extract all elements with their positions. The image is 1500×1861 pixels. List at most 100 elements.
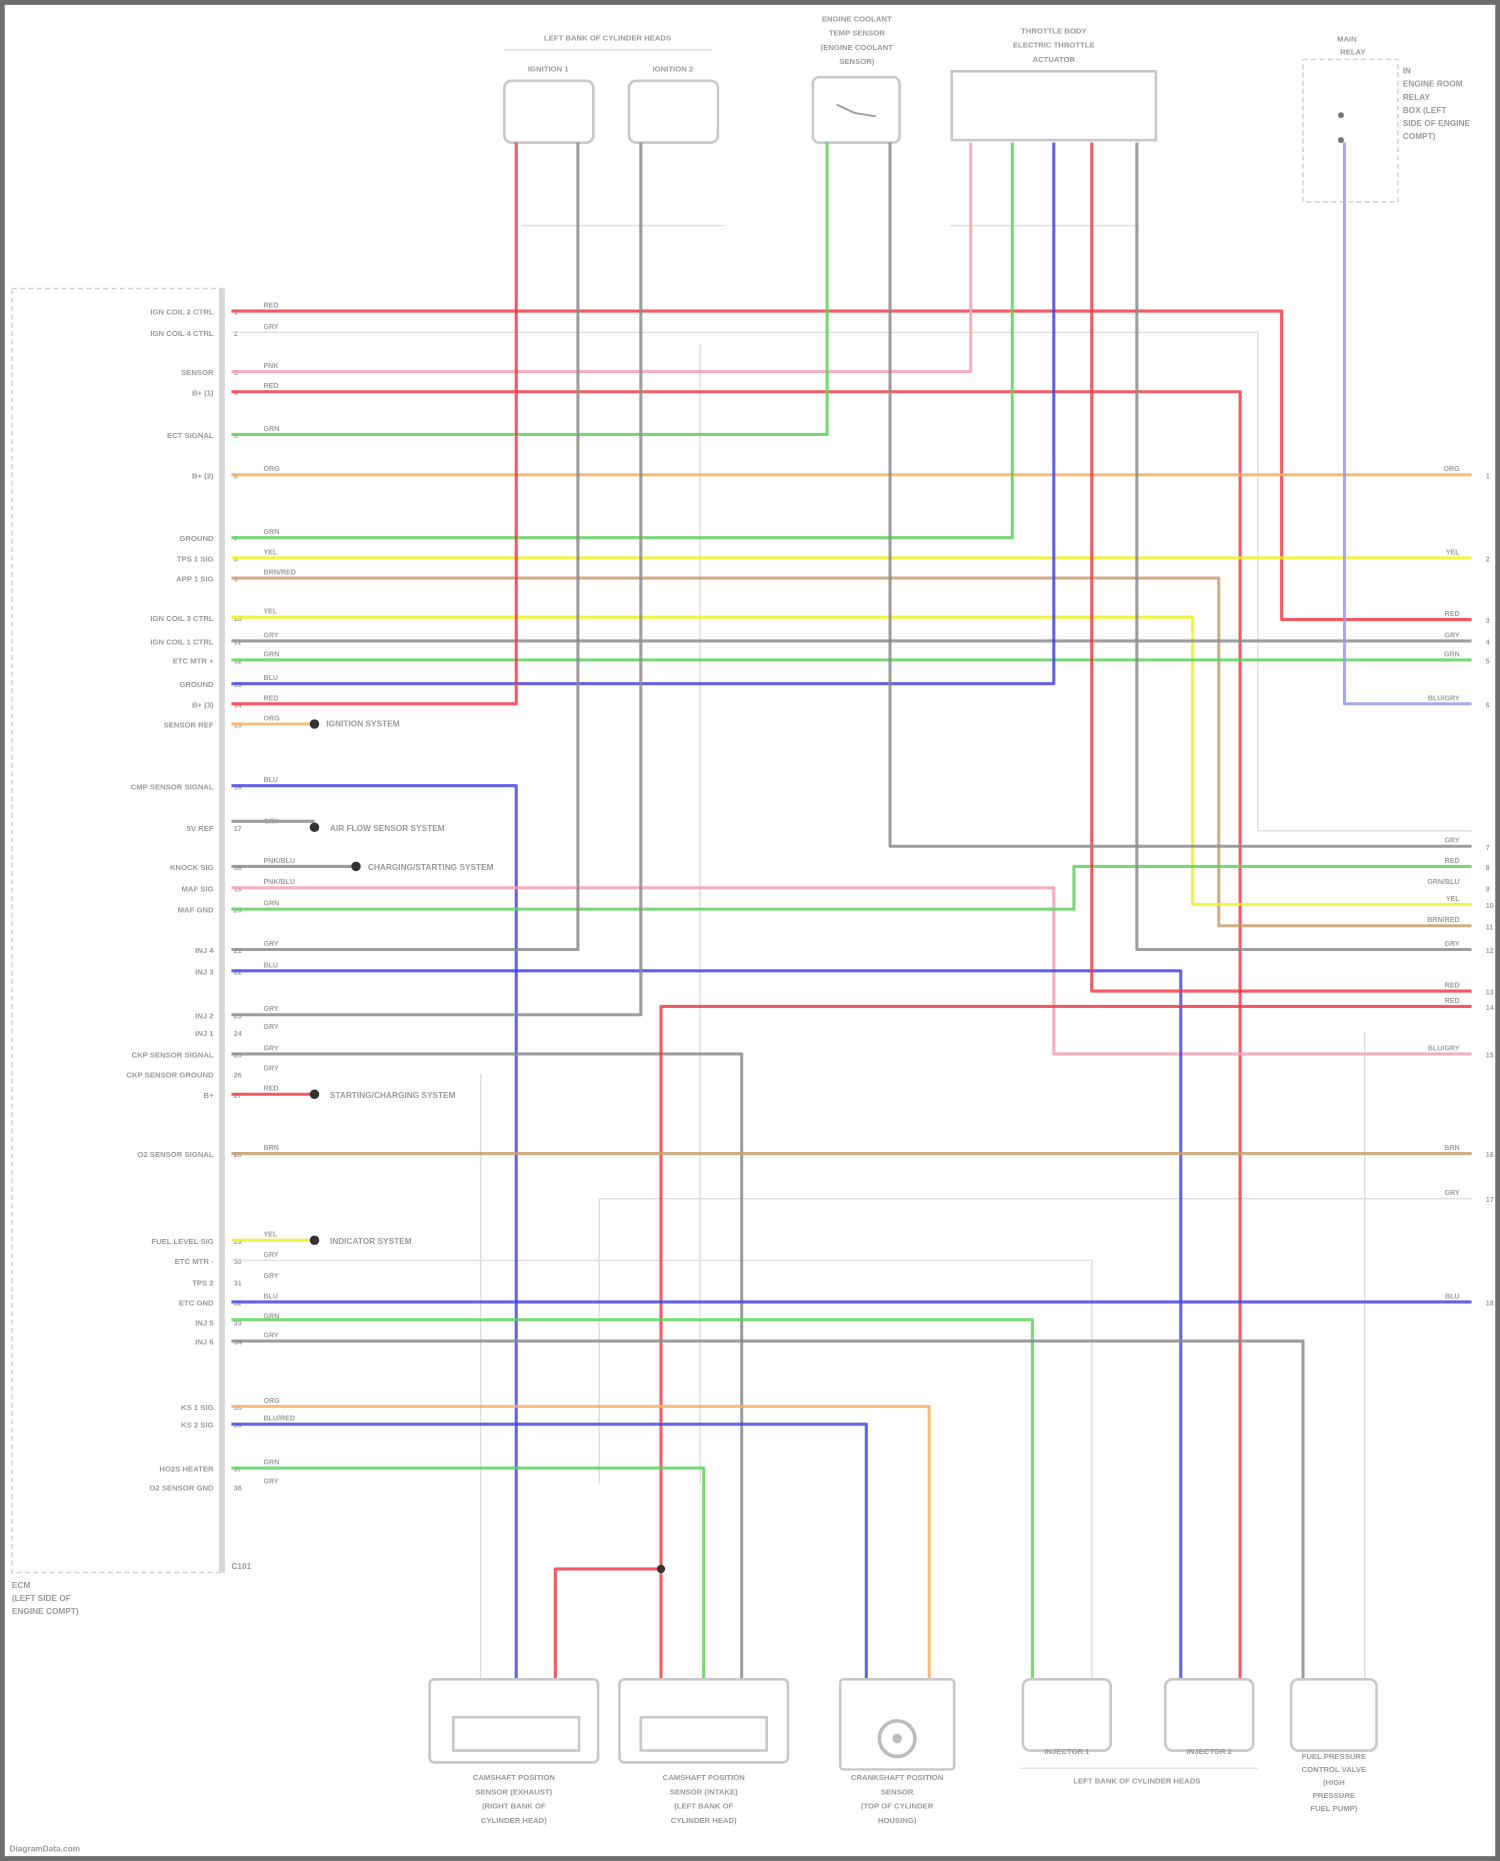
- wire-gray-ect: [888, 142, 1472, 848]
- wire-color-code: GRY: [263, 631, 278, 639]
- ecm-pin-label: HO2S HEATER: [159, 1465, 214, 1474]
- wire-pink-sensor: [231, 142, 973, 374]
- ecm-pin-label: GROUND: [179, 534, 214, 543]
- ecm-pin-label: INJ 5: [195, 1319, 214, 1328]
- wire-green-mafgnd: [231, 864, 1472, 911]
- relay-note: COMPT): [1403, 131, 1436, 141]
- fuel-valve-label: CONTROL VALVE: [1302, 1765, 1367, 1774]
- injector-1-label: INJECTOR 1: [1044, 1747, 1090, 1756]
- ecm-pin-label: SENSOR: [181, 368, 214, 377]
- ecm-pin-number: 28: [234, 1151, 242, 1159]
- right-wire-color-code: RED: [1445, 610, 1460, 618]
- wire-color-code: RED: [263, 1085, 278, 1093]
- ecm-outline: [11, 287, 223, 1574]
- right-connector-pin: 12: [1486, 947, 1494, 955]
- wire-color-code: GRY: [263, 1005, 278, 1013]
- injector-1: [1021, 1678, 1113, 1752]
- right-connector-pin: 1: [1486, 472, 1490, 480]
- wire-color-code: YEL: [263, 1231, 277, 1239]
- wire-color-code: BRN/RED: [263, 568, 295, 576]
- right-wire-color-code: RED: [1445, 981, 1460, 989]
- wire-color-code: GRN: [263, 1313, 279, 1321]
- cmp-sensor-exhaust-label: CYLINDER HEAD): [481, 1816, 547, 1825]
- ignition-group-title: LEFT BANK OF CYLINDER HEADS: [544, 33, 671, 42]
- ecm-pin-label: B+: [204, 1091, 215, 1100]
- wire-color-code: YEL: [263, 608, 277, 616]
- ecm-pin-label: ECT SIGNAL: [167, 431, 214, 440]
- ecm-pin-number: 25: [234, 1051, 242, 1059]
- ecm-pin-label: TPS 2: [192, 1278, 213, 1287]
- wire-blue-relay: [1342, 142, 1472, 706]
- ecm-pin-label: O2 SENSOR SIGNAL: [137, 1150, 213, 1159]
- ecm-pin-label: B+ (1): [192, 388, 214, 397]
- wire-orange-ks1: [231, 1404, 931, 1680]
- ecm-pin-number: 31: [234, 1279, 242, 1287]
- right-wire-color-code: GRN/BLU: [1427, 878, 1459, 886]
- ecm-pin-label: B+ (2): [192, 471, 214, 480]
- wire-color-code: GRY: [263, 323, 278, 331]
- wire-color-code: RED: [263, 382, 278, 390]
- ect-label-1: ENGINE COOLANT: [822, 14, 892, 23]
- ckp-sensor-label: HOUSING): [878, 1816, 917, 1825]
- wire-color-code: GRN: [263, 900, 279, 908]
- splice-note: AIR FLOW SENSOR SYSTEM: [330, 823, 445, 833]
- right-wire-color-code: GRY: [1444, 837, 1459, 845]
- ignition-coil-1: [503, 79, 595, 144]
- wire-green-ho2s: [231, 1466, 706, 1680]
- wire-gray-inj4: [231, 142, 580, 952]
- wire-color-code: PNK/BLU: [263, 857, 295, 865]
- wire-color-code: BLU: [263, 961, 278, 969]
- ecm-pin-label: INJ 6: [195, 1338, 213, 1347]
- ecm-pin-number: 22: [234, 968, 242, 976]
- right-connector-pin: 7: [1486, 844, 1490, 852]
- ecm-pin-label: MAF SIG: [181, 884, 213, 893]
- throttle-body: THROTTLE BODY ELECTRIC THROTTLE ACTUATOR: [950, 26, 1158, 142]
- ecm-pin-number: 17: [234, 825, 242, 833]
- ecm-pin-label: INJ 2: [195, 1011, 213, 1020]
- wire-color-code: GRN: [263, 1459, 279, 1467]
- right-wire-color-code: GRN: [1444, 650, 1460, 658]
- right-connector-pin: 2: [1486, 555, 1490, 563]
- ecm-pin-label: O2 SENSOR GND: [149, 1484, 214, 1493]
- ecm-pin-number: 29: [234, 1238, 242, 1246]
- ecm-pin-label: INJ 3: [195, 967, 213, 976]
- wire-color-code: GRN: [263, 528, 279, 536]
- wire-gray-ckp: [231, 1052, 744, 1680]
- right-connector-pin: 14: [1486, 1004, 1494, 1012]
- ecm-pin-label: APP 1 SIG: [176, 575, 214, 584]
- ecm-connector-label: C101: [231, 1561, 251, 1571]
- relay-note: BOX (LEFT: [1403, 105, 1447, 115]
- main-relay: MAIN RELAY IN ENGINE ROOM RELAY BOX (LEFT SI…: [1302, 35, 1471, 203]
- fuel-valve-label: PRESSURE: [1313, 1791, 1355, 1800]
- wire-color-code: RED: [263, 694, 278, 702]
- ckp-sensor-label: (TOP OF CYLINDER: [861, 1802, 934, 1811]
- ecm-pin-label: MAF GND: [178, 906, 214, 915]
- ecm-pin-number: 7: [234, 535, 238, 543]
- faint-wires: [231, 224, 1472, 1680]
- ecm-pin-label: IGN COIL 1 CTRL: [150, 638, 213, 647]
- wire-color-code: GRY: [263, 1478, 278, 1486]
- wire-blue-gnd: [231, 142, 1056, 686]
- ecm-pin-label: SENSOR REF: [164, 721, 214, 730]
- wire-tan-app1: [231, 576, 1472, 928]
- wire-red-cmp-power: [553, 1567, 661, 1680]
- wire-color-code: GRY: [263, 818, 278, 826]
- ecm-pin-label: CMP SENSOR SIGNAL: [131, 782, 214, 791]
- ecm-pin-label: INJ 1: [195, 1029, 214, 1038]
- ecm-pin-label: CKP SENSOR SIGNAL: [132, 1050, 214, 1059]
- wire-yellow-ign3: [231, 615, 1472, 906]
- ecm-pin-number: 3: [234, 369, 238, 377]
- cmp-sensor-intake-label: CAMSHAFT POSITION: [663, 1773, 746, 1782]
- relay-note: SIDE OF ENGINE: [1403, 118, 1471, 128]
- right-wire-color-code: BRN/RED: [1427, 916, 1459, 924]
- ckp-sensor: CRANKSHAFT POSITION SENSOR (TOP OF CYLINDE…: [838, 1678, 956, 1825]
- ecm-pin-number: 23: [234, 1012, 242, 1020]
- ect-label-3: (ENGINE COOLANT: [821, 43, 894, 52]
- ect-label-4: SENSOR): [839, 57, 875, 66]
- injector-2: [1164, 1678, 1255, 1752]
- wire-red-ckp-power: [659, 1004, 1472, 1680]
- wire-color-code: GRY: [263, 1023, 278, 1031]
- wire-color-code: GRY: [263, 1332, 278, 1340]
- right-wire-color-code: BLU/GRY: [1428, 694, 1460, 702]
- ecm-pin-number: 30: [234, 1258, 242, 1266]
